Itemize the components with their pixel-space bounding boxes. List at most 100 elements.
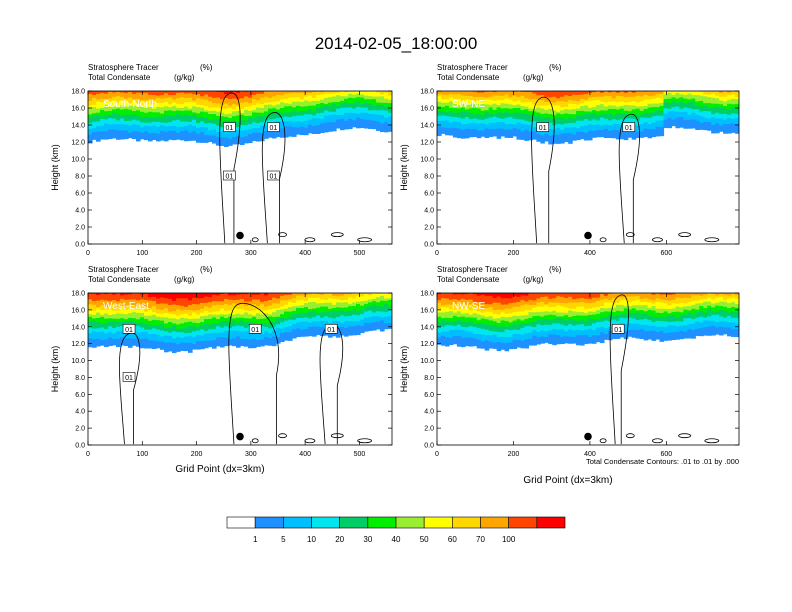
field-cell — [232, 303, 237, 309]
field-cell — [96, 108, 101, 113]
field-cell — [372, 315, 377, 323]
field-cell — [152, 319, 157, 326]
field-cell — [691, 289, 696, 291]
field-cell — [244, 338, 249, 347]
field-cell — [651, 293, 657, 295]
field-cell — [707, 293, 712, 298]
field-cell — [184, 91, 189, 94]
field-cell — [328, 121, 333, 132]
field-cell — [699, 299, 704, 304]
field-cell — [88, 122, 93, 129]
field-cell — [188, 315, 193, 319]
field-cell — [296, 289, 301, 291]
field-cell — [176, 328, 181, 333]
field-cell — [552, 114, 557, 120]
field-cell — [356, 106, 361, 114]
field-cell — [568, 113, 573, 118]
field-cell — [120, 325, 125, 332]
field-cell — [576, 108, 581, 111]
field-cell — [544, 305, 549, 312]
field-cell — [132, 105, 137, 112]
field-cell — [348, 112, 353, 119]
field-cell — [188, 304, 193, 311]
field-cell — [360, 309, 365, 314]
field-cell — [532, 307, 537, 313]
field-cell — [176, 119, 181, 127]
field-cell — [599, 293, 605, 295]
field-cell — [584, 125, 589, 133]
field-cell — [304, 312, 309, 318]
y-tick-label: 14.0 — [71, 324, 85, 331]
field-cell — [603, 320, 609, 328]
field-cell — [584, 298, 589, 303]
field-cell — [152, 300, 157, 307]
field-cell — [172, 130, 177, 141]
field-cell — [723, 108, 728, 114]
panel-title-line-2: Total Condensate — [88, 275, 151, 284]
field-cell — [168, 109, 173, 115]
field-cell — [504, 103, 510, 109]
field-cell — [148, 309, 153, 316]
field-cell — [160, 113, 165, 117]
field-cell — [595, 110, 601, 116]
field-cell — [272, 308, 277, 313]
field-cell — [615, 302, 621, 305]
field-cell — [380, 123, 385, 133]
field-cell — [276, 298, 281, 304]
field-cell — [508, 116, 514, 124]
field-cell — [647, 325, 653, 332]
field-cell — [292, 297, 297, 304]
field-cell — [639, 110, 645, 115]
field-cell — [224, 337, 229, 347]
field-cell — [623, 293, 629, 297]
field-cell — [588, 308, 593, 312]
field-cell — [168, 313, 173, 319]
field-cell — [472, 103, 478, 108]
field-cell — [248, 310, 253, 315]
field-cell — [308, 105, 313, 110]
field-cell — [196, 122, 201, 128]
colorbar-label: 30 — [363, 535, 372, 544]
field-cell — [92, 112, 97, 116]
field-cell — [504, 91, 510, 95]
field-cell — [376, 121, 381, 131]
field-cell — [340, 310, 345, 316]
field-cell — [488, 117, 494, 123]
field-cell — [228, 138, 233, 146]
field-cell — [437, 327, 442, 333]
field-cell — [528, 317, 533, 323]
field-cell — [300, 91, 305, 93]
field-cell — [675, 326, 680, 332]
field-cell — [132, 298, 137, 307]
field-cell — [176, 132, 181, 140]
field-cell — [148, 87, 153, 88]
field-cell — [504, 329, 510, 338]
field-cell — [340, 299, 345, 303]
field-cell — [108, 117, 113, 125]
field-cell — [384, 110, 389, 118]
field-cell — [180, 337, 185, 343]
field-cell — [104, 100, 109, 106]
field-cell — [160, 102, 165, 108]
field-cell — [180, 126, 185, 132]
field-cell — [136, 103, 141, 107]
field-cell — [204, 87, 209, 91]
field-cell — [252, 294, 257, 300]
field-cell — [468, 314, 474, 318]
field-cell — [112, 92, 117, 97]
contour-line — [330, 433, 344, 439]
field-cell — [196, 112, 201, 117]
field-cell — [268, 104, 273, 109]
field-cell — [611, 98, 617, 102]
field-cell — [735, 311, 739, 318]
field-cell — [687, 312, 692, 318]
contour-label: 01 — [625, 125, 633, 132]
field-cell — [711, 106, 716, 115]
field-cell — [384, 293, 389, 299]
field-cell — [164, 92, 169, 99]
field-cell — [568, 127, 573, 134]
field-cell — [691, 98, 696, 103]
field-cell — [707, 326, 712, 336]
field-cell — [380, 94, 385, 97]
field-cell — [560, 316, 565, 319]
